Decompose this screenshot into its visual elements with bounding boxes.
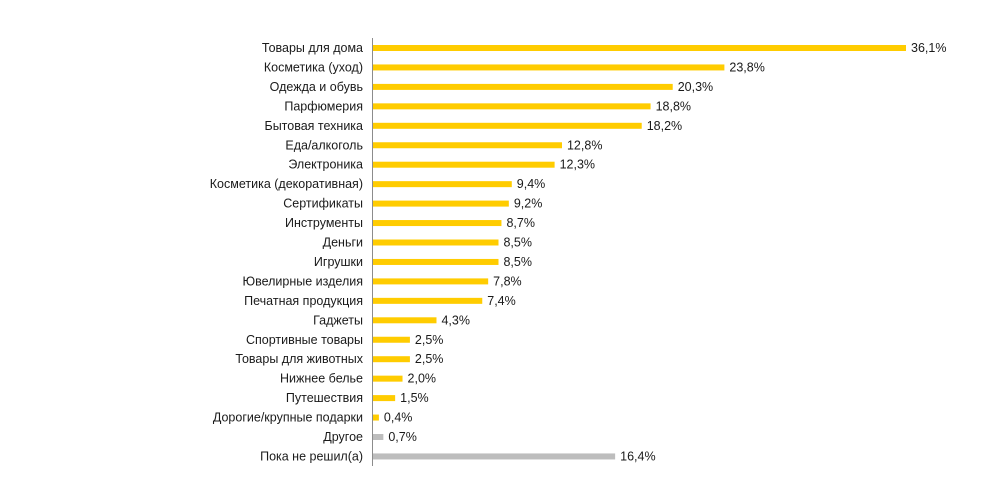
- category-label: Бытовая техника: [264, 119, 363, 133]
- bar: [373, 297, 483, 304]
- value-label: 9,4%: [517, 177, 546, 191]
- category-label: Другое: [323, 430, 363, 444]
- bar: [373, 200, 509, 207]
- value-label: 18,2%: [647, 119, 682, 133]
- category-label: Инструменты: [285, 216, 363, 230]
- category-label: Ювелирные изделия: [242, 274, 363, 288]
- bar: [373, 434, 384, 440]
- category-label: Электроника: [288, 158, 363, 172]
- bar: [373, 142, 562, 149]
- value-label: 7,4%: [487, 294, 516, 308]
- bar: [373, 317, 437, 324]
- bar: [373, 239, 499, 246]
- value-label: 9,2%: [514, 197, 543, 211]
- category-label: Деньги: [323, 236, 363, 250]
- category-label: Косметика (декоративная): [210, 177, 363, 191]
- value-label: 8,5%: [503, 236, 532, 250]
- bar: [373, 336, 410, 343]
- value-label: 7,8%: [493, 274, 522, 288]
- bar: [373, 181, 512, 188]
- category-label: Товары для дома: [262, 41, 363, 55]
- bar: [373, 414, 379, 421]
- value-label: 20,3%: [678, 80, 713, 94]
- bar: [373, 453, 616, 460]
- value-label: 16,4%: [620, 449, 655, 463]
- value-label: 2,5%: [415, 333, 444, 347]
- value-label: 36,1%: [911, 41, 946, 55]
- value-label: 12,3%: [560, 158, 595, 172]
- category-label: Печатная продукция: [244, 294, 363, 308]
- category-label: Одежда и обувь: [270, 80, 363, 94]
- category-label: Косметика (уход): [264, 60, 363, 74]
- category-label: Пока не решил(а): [260, 449, 363, 463]
- value-label: 8,7%: [506, 216, 535, 230]
- value-label: 2,0%: [408, 372, 437, 386]
- category-label: Товары для животных: [235, 352, 363, 366]
- value-label: 0,4%: [384, 411, 413, 425]
- value-label: 0,7%: [388, 430, 417, 444]
- bar: [373, 64, 725, 71]
- bar: [373, 103, 651, 110]
- bar: [373, 278, 489, 285]
- bar: [373, 45, 906, 51]
- bar: [373, 356, 410, 363]
- value-label: 18,8%: [656, 99, 691, 113]
- bar: [373, 122, 642, 129]
- value-label: 4,3%: [441, 313, 470, 327]
- value-label: 12,8%: [567, 138, 602, 152]
- bar: [373, 220, 502, 227]
- category-label: Спортивные товары: [246, 333, 363, 347]
- category-label: Дорогие/крупные подарки: [213, 411, 363, 425]
- value-label: 8,5%: [503, 255, 532, 269]
- category-label: Парфюмерия: [284, 99, 363, 113]
- category-label: Сертификаты: [283, 197, 363, 211]
- value-label: 1,5%: [400, 391, 429, 405]
- bar: [373, 161, 555, 168]
- category-label: Еда/алкоголь: [285, 138, 363, 152]
- bar: [373, 83, 673, 90]
- bar: [373, 395, 396, 402]
- bars-group: Товары для дома 36,1% Косметика (уход) 23,8…: [210, 41, 947, 463]
- category-label: Гаджеты: [313, 313, 363, 327]
- category-label: Путешествия: [286, 391, 363, 405]
- bar: [373, 375, 403, 382]
- bar: [373, 258, 499, 265]
- category-label: Нижнее белье: [280, 372, 363, 386]
- value-label: 2,5%: [415, 352, 444, 366]
- category-label: Игрушки: [314, 255, 363, 269]
- value-label: 23,8%: [729, 60, 764, 74]
